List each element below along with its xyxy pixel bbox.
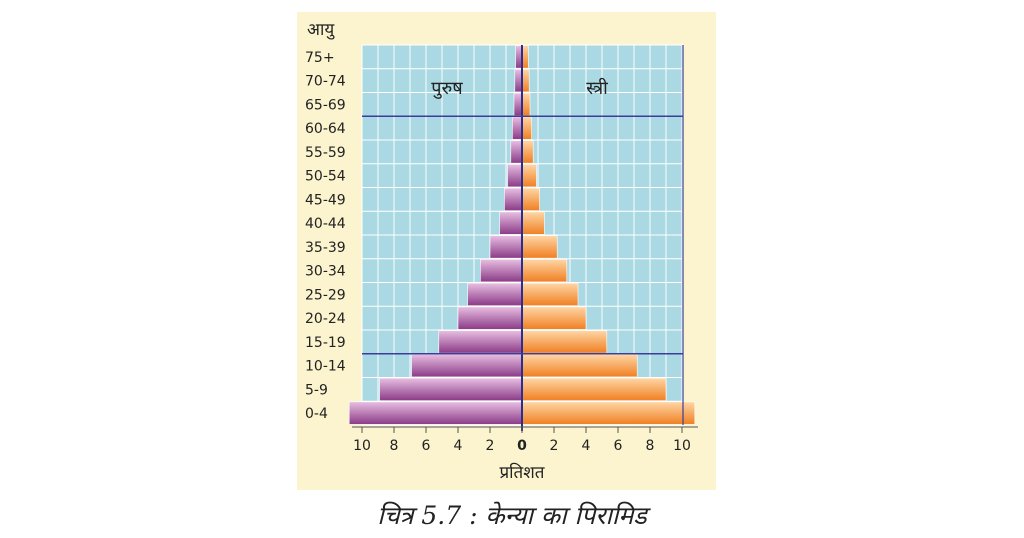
x-tick-label: 8: [646, 438, 655, 454]
bar-female: [521, 354, 638, 378]
age-group-label: 40-44: [305, 216, 346, 232]
bar-male: [510, 140, 523, 164]
bar-male: [480, 259, 523, 283]
bar-male: [507, 164, 523, 188]
bar-male: [514, 69, 523, 93]
age-axis-title: आयु: [307, 20, 335, 40]
age-group-label: 10-14: [305, 359, 346, 375]
bar-female: [521, 69, 530, 93]
population-pyramid-chart: 0-4 5-9 10-14 15-19 20-24 25-29 30-34 35-39 40-4…: [305, 20, 698, 483]
age-group-label: 55-59: [305, 145, 346, 161]
age-group-label: 70-74: [305, 74, 346, 90]
bar-female: [521, 401, 696, 425]
bar-female: [521, 377, 667, 401]
x-axis-title: प्रतिशत: [499, 462, 544, 483]
figure-caption: चित्र 5.7 : केन्या का पिरामिड: [377, 501, 647, 530]
bar-female: [521, 306, 587, 330]
age-group-label: 75+: [305, 50, 335, 66]
age-group-label: 65-69: [305, 97, 346, 113]
age-group-label: 30-34: [305, 264, 346, 280]
series-label-male: पुरुष: [431, 78, 463, 99]
bar-male: [348, 401, 523, 425]
age-group-label: 50-54: [305, 169, 346, 185]
x-tick-label: 4: [582, 438, 591, 454]
bar-female: [521, 187, 540, 211]
age-group-label: 45-49: [305, 192, 346, 208]
bar-female: [521, 140, 534, 164]
age-group-label: 20-24: [305, 311, 346, 327]
x-tick-label: 6: [422, 438, 431, 454]
x-tick-label: 2: [550, 438, 559, 454]
bar-female: [521, 211, 545, 235]
series-label-female: स्त्री: [586, 77, 608, 99]
bar-male: [411, 354, 523, 378]
bar-female: [521, 282, 579, 306]
age-group-label: 0-4: [305, 406, 328, 422]
chart-panel: 0-4 5-9 10-14 15-19 20-24 25-29 30-34 35-39 40-4…: [297, 12, 716, 490]
bar-female: [521, 330, 608, 354]
bar-female: [521, 259, 568, 283]
x-tick-label: 2: [486, 438, 495, 454]
bar-male: [467, 282, 523, 306]
x-tick-label: 4: [454, 438, 463, 454]
x-tick-label: 10: [673, 438, 691, 454]
x-tick-label: 8: [390, 438, 399, 454]
age-group-label: 35-39: [305, 240, 346, 256]
x-tick-label: 0: [517, 438, 527, 454]
bar-male: [457, 306, 523, 330]
bar-female: [521, 92, 531, 116]
bar-male: [499, 211, 523, 235]
bar-male: [438, 330, 523, 354]
bar-male: [512, 116, 523, 140]
bar-male: [489, 235, 523, 259]
x-tick-label: 6: [614, 438, 623, 454]
bar-female: [521, 116, 532, 140]
age-group-label: 15-19: [305, 335, 346, 351]
bar-male: [379, 377, 523, 401]
bar-male: [513, 92, 523, 116]
bar-male: [504, 187, 523, 211]
bar-female: [521, 235, 558, 259]
age-group-label: 60-64: [305, 121, 346, 137]
age-group-label: 5-9: [305, 382, 328, 398]
x-tick-label: 10: [353, 438, 371, 454]
age-group-label: 25-29: [305, 287, 346, 303]
bar-female: [521, 164, 537, 188]
